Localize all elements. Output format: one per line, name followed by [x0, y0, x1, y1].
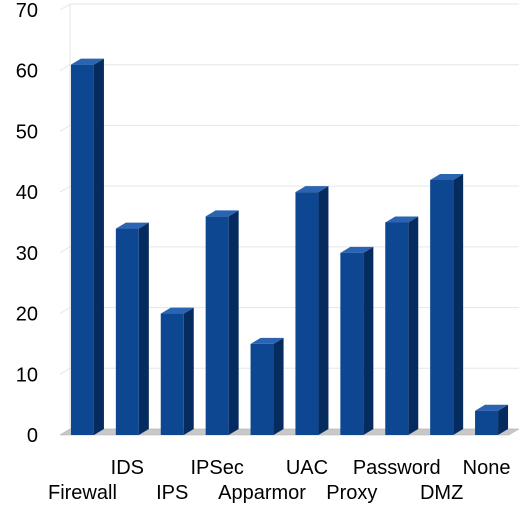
- bar: [430, 174, 464, 435]
- bar: [160, 307, 194, 435]
- x-tick-label: Proxy: [326, 482, 377, 504]
- bar: [385, 216, 419, 435]
- x-tick-label: Apparmor: [218, 482, 306, 504]
- bar-side: [273, 337, 284, 435]
- bar-front: [430, 180, 454, 435]
- x-tick-label: Password: [353, 457, 441, 479]
- y-tick-label: 50: [16, 121, 38, 143]
- bar-side: [183, 307, 194, 435]
- y-tick-label: 30: [16, 243, 38, 265]
- bar: [340, 246, 374, 435]
- bar-top: [205, 210, 239, 217]
- bar-front: [205, 216, 229, 435]
- gridline-wall: [59, 246, 71, 254]
- x-tick-label: IDS: [111, 457, 144, 479]
- bar-side: [363, 246, 374, 435]
- bar-side: [138, 222, 149, 435]
- bar: [205, 210, 239, 435]
- gridline-wall: [59, 185, 71, 193]
- gridline-wall: [59, 124, 71, 132]
- y-tick-label: 60: [16, 61, 38, 83]
- x-tick-label: IPS: [156, 482, 188, 504]
- x-tick-label: None: [463, 457, 511, 479]
- bar-top: [160, 307, 194, 314]
- x-tick-label: UAC: [286, 457, 328, 479]
- bar-front: [385, 222, 409, 435]
- gridline-wall: [59, 307, 71, 315]
- bar-side: [498, 404, 509, 435]
- y-tick-label: 40: [16, 182, 38, 204]
- y-tick-label: 70: [16, 0, 38, 22]
- x-tick-label: DMZ: [420, 482, 463, 504]
- x-tick-label: IPSec: [190, 457, 243, 479]
- bar-top: [385, 216, 419, 223]
- gridline-wall: [59, 367, 71, 375]
- y-axis-ticks: 0 10 20 30 40 50 60 70: [16, 0, 38, 447]
- gridline-wall: [59, 3, 71, 11]
- bar: [115, 222, 149, 435]
- bar-top: [115, 222, 149, 229]
- bar-side: [408, 216, 419, 435]
- bar-top: [340, 246, 374, 253]
- bar-front: [250, 343, 274, 435]
- bar-top: [430, 174, 464, 180]
- bar-front: [475, 410, 499, 435]
- bar-top: [70, 58, 104, 65]
- bar-side: [228, 210, 239, 435]
- y-tick-label: 20: [16, 304, 38, 326]
- bar-top: [475, 404, 509, 411]
- bar-front: [70, 64, 94, 436]
- bar-side: [93, 58, 104, 436]
- bar-top: [250, 337, 284, 344]
- bar-front: [115, 228, 139, 435]
- bar: [70, 58, 104, 436]
- y-tick-label: 10: [16, 364, 38, 386]
- bar-side: [453, 174, 464, 435]
- bar-top: [295, 186, 329, 193]
- x-tick-label: Firewall: [48, 482, 117, 504]
- bar-side: [318, 186, 329, 435]
- bar-front: [340, 252, 364, 435]
- bar: [295, 186, 329, 435]
- bars-layer: [70, 58, 509, 436]
- bar: [475, 404, 509, 435]
- bar-front: [160, 313, 184, 435]
- bar-front: [295, 192, 319, 435]
- bar: [250, 337, 284, 435]
- y-tick-label: 0: [27, 425, 38, 447]
- gridline-wall: [59, 64, 71, 72]
